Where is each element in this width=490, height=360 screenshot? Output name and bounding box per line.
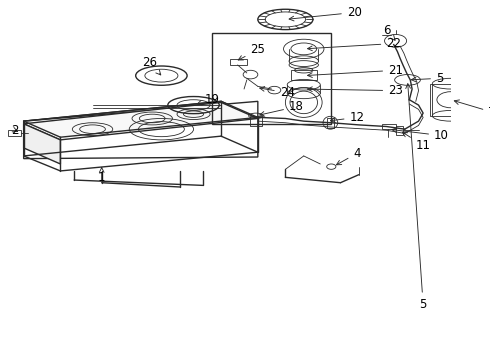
Text: 2: 2 (11, 124, 18, 137)
Text: 20: 20 (289, 6, 362, 21)
Text: 4: 4 (337, 147, 361, 165)
Bar (291, 70, 317, 80)
Bar (212, 33, 331, 124)
Text: 5: 5 (406, 84, 427, 311)
Text: 14: 14 (0, 359, 1, 360)
Polygon shape (24, 101, 258, 137)
Text: 21: 21 (308, 64, 403, 77)
Bar (431, 84, 471, 116)
Text: 3: 3 (0, 359, 1, 360)
Text: 7: 7 (454, 100, 490, 118)
Text: 11: 11 (402, 132, 431, 152)
Bar (327, 118, 334, 128)
Bar (395, 126, 403, 135)
Polygon shape (24, 101, 258, 159)
Text: 25: 25 (238, 44, 265, 60)
Text: 22: 22 (308, 37, 401, 51)
Text: 15: 15 (0, 359, 1, 360)
Text: 5: 5 (411, 72, 443, 85)
Polygon shape (24, 102, 258, 140)
Polygon shape (24, 124, 60, 164)
Bar (465, 118, 490, 132)
Bar (467, 120, 490, 131)
Text: 24: 24 (260, 86, 294, 99)
Text: 9: 9 (0, 359, 1, 360)
Bar (230, 59, 247, 65)
Bar (250, 116, 262, 126)
Text: 10: 10 (392, 128, 449, 142)
Text: 18: 18 (260, 100, 304, 116)
Text: 13: 13 (0, 359, 1, 360)
Text: 19: 19 (197, 93, 220, 106)
Text: 1: 1 (98, 167, 105, 184)
Text: 6: 6 (383, 24, 395, 40)
Bar (382, 124, 395, 129)
Text: 12: 12 (330, 111, 365, 124)
Text: 8: 8 (0, 359, 1, 360)
Text: 16: 16 (0, 359, 1, 360)
Text: 23: 23 (308, 84, 403, 97)
Bar (8, 130, 21, 136)
Text: 17: 17 (0, 359, 1, 360)
Text: 26: 26 (142, 56, 161, 75)
